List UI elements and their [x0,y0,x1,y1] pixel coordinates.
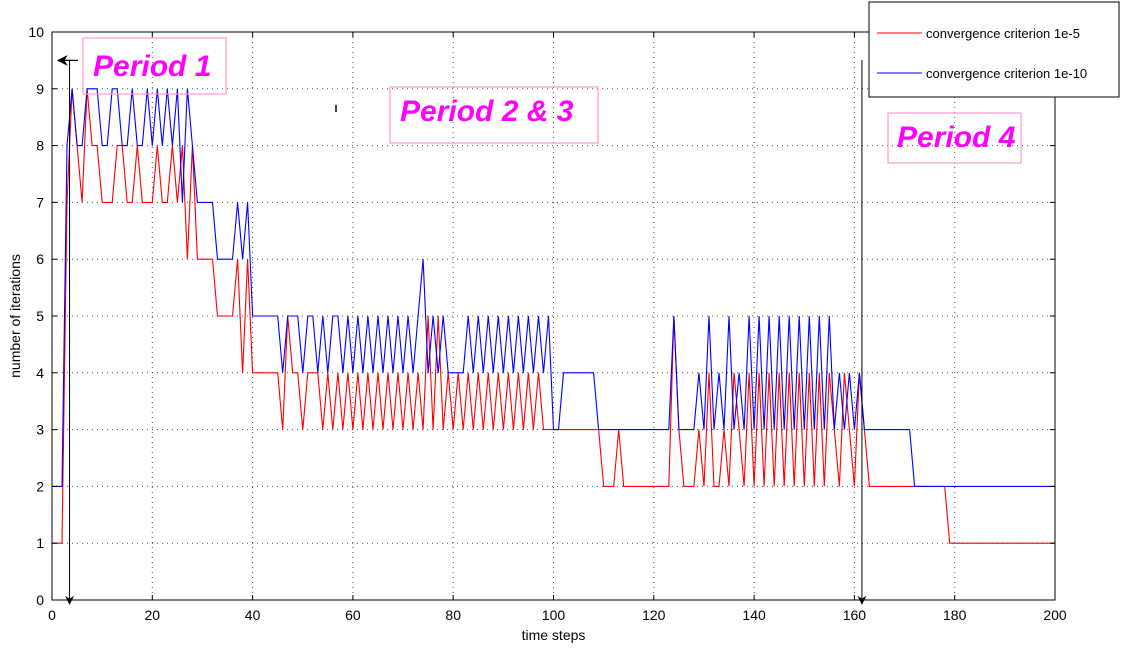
y-tick-label: 6 [36,251,44,267]
period-label-box [887,112,1022,164]
y-tick-label: 1 [36,535,44,551]
y-tick-label: 5 [36,308,44,324]
y-tick-label: 3 [36,422,44,438]
x-tick-label: 100 [542,607,566,623]
period-label-box [82,37,227,95]
y-tick-label: 8 [36,138,44,154]
x-tick-label: 200 [1043,607,1067,623]
x-axis-title: time steps [522,627,586,643]
series-line-1e-10 [52,88,1055,487]
period-label-box [389,86,599,144]
y-axis-title: number of iterations [7,254,23,378]
period-label: Period 1 [93,50,211,83]
period-label: Period 4 [897,121,1016,154]
legend-label-1e-5: convergence criterion 1e-5 [926,26,1080,41]
legend-label-1e-10: convergence criterion 1e-10 [926,66,1087,81]
x-tick-label: 80 [445,607,461,623]
y-tick-label: 10 [28,24,44,40]
x-tick-label: 20 [145,607,161,623]
y-tick-label: 9 [36,81,44,97]
x-tick-label: 60 [345,607,361,623]
y-tick-label: 2 [36,478,44,494]
period-label: Period 2 & 3 [400,95,574,128]
annotations: Period 1 Period 2 & 3 Period 4 [56,37,1022,605]
axis-ticks: 0 20 40 60 80 100 120 140 160 180 200 0 1 2 3 4 5 6 7 8 9 10 [28,24,1066,623]
y-tick-label: 4 [36,365,44,381]
x-tick-label: 40 [245,607,261,623]
x-tick-label: 120 [642,607,666,623]
x-tick-label: 180 [943,607,967,623]
x-tick-label: 160 [843,607,867,623]
y-tick-label: 7 [36,194,44,210]
legend-box [868,1,1120,98]
y-tick-label: 0 [36,592,44,608]
legend: convergence criterion 1e-5 convergence c… [868,1,1120,98]
x-tick-label: 0 [48,607,56,623]
series-lines [52,88,1055,544]
x-tick-label: 140 [742,607,766,623]
